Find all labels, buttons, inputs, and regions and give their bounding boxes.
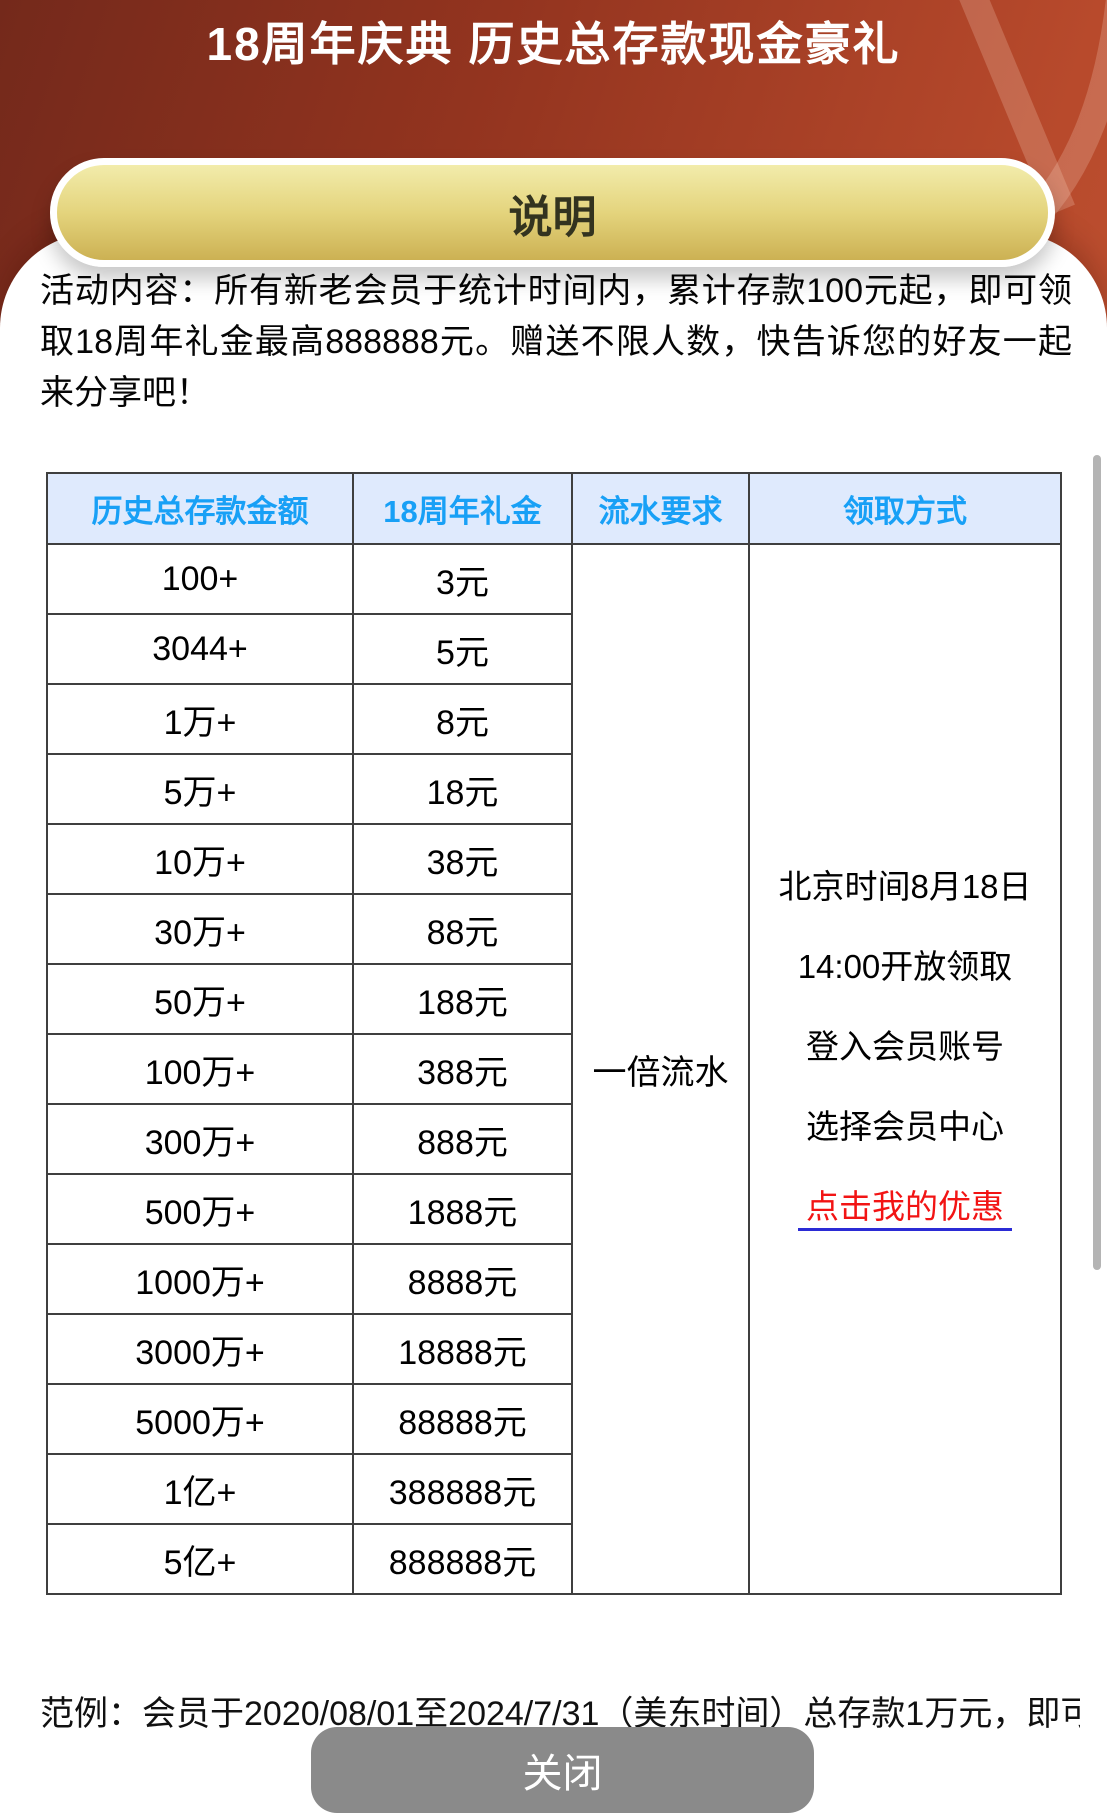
- column-header-1: 18周年礼金: [352, 472, 573, 545]
- column-header-0: 历史总存款金额: [46, 472, 354, 545]
- table-row: 3044+ 5元: [46, 613, 1061, 685]
- table-cell: 18元: [352, 753, 573, 825]
- column-header-3: 领取方式: [748, 472, 1062, 545]
- table-cell: 5亿+: [46, 1523, 354, 1595]
- table-row: 100+ 3元 一倍流水 北京时间8月18日 14:00开放领取 登入会员账号 选择会员中心…: [46, 543, 1062, 1595]
- table-row: 1000万+ 8888元: [46, 1243, 1061, 1315]
- table-cell: 5000万+: [46, 1383, 354, 1455]
- table-cell: 1万+: [46, 683, 354, 755]
- table-cell: 50万+: [46, 963, 354, 1035]
- deposit-table-body: 100+ 3元 一倍流水 北京时间8月18日 14:00开放领取 登入会员账号 选择会员中心…: [46, 543, 1062, 1595]
- table-row: 10万+ 38元: [46, 823, 1061, 895]
- table-cell: 18888元: [352, 1313, 573, 1385]
- page-title: 18周年庆典 历史总存款现金豪礼: [206, 18, 901, 70]
- table-cell: 8元: [352, 683, 573, 755]
- table-cell: 500万+: [46, 1173, 354, 1245]
- claim-method-line: 14:00开放领取: [797, 947, 1013, 985]
- activity-description: 活动内容：所有新老会员于统计时间内，累计存款100元起，即可领取18周年礼金最高…: [40, 272, 1072, 412]
- table-row: 1亿+ 388888元: [46, 1453, 1061, 1525]
- table-cell: 1888元: [352, 1173, 573, 1245]
- table-cell: 5万+: [46, 753, 354, 825]
- column-header-2: 流水要求: [571, 472, 750, 545]
- scrollbar-thumb[interactable]: [1093, 455, 1101, 1270]
- table-row: 3000万+ 18888元: [46, 1313, 1061, 1385]
- table-cell: 888888元: [352, 1523, 573, 1595]
- table-cell: 3元: [352, 543, 573, 615]
- deposit-bonus-table: 历史总存款金额 18周年礼金 流水要求 领取方式 100+ 3元 一倍流水 北京时间8月18…: [46, 472, 1062, 1595]
- table-cell: 5元: [352, 613, 573, 685]
- table-cell: 8888元: [352, 1243, 573, 1315]
- claim-method-line: 登入会员账号: [806, 1027, 1004, 1065]
- table-cell: 3044+: [46, 613, 354, 685]
- table-row: 30万+ 88元: [46, 893, 1061, 965]
- table-cell: 388元: [352, 1033, 573, 1105]
- example-note: 范例：会员于2020/08/01至2024/7/31（美东时间）总存款1万元，即…: [40, 1695, 1080, 1733]
- table-cell: 188元: [352, 963, 573, 1035]
- table-row: 5000万+ 88888元: [46, 1383, 1061, 1455]
- table-row: 300万+ 888元: [46, 1103, 1061, 1175]
- table-cell: 388888元: [352, 1453, 573, 1525]
- claim-method-line: 北京时间8月18日: [778, 867, 1032, 905]
- table-cell: 100万+: [46, 1033, 354, 1105]
- close-button-label: 关闭: [522, 1752, 603, 1796]
- table-cell: 30万+: [46, 893, 354, 965]
- table-cell: 10万+: [46, 823, 354, 895]
- table-header-row: 历史总存款金额 18周年礼金 流水要求 领取方式: [46, 472, 1062, 545]
- table-row: 100万+ 388元: [46, 1033, 1061, 1105]
- table-row: 500万+ 1888元: [46, 1173, 1061, 1245]
- explain-button[interactable]: 说明: [50, 158, 1055, 267]
- table-cell: 88元: [352, 893, 573, 965]
- table-cell: 88888元: [352, 1383, 573, 1455]
- claim-method-cell: 北京时间8月18日 14:00开放领取 登入会员账号 选择会员中心点击我的优惠: [748, 543, 1062, 1595]
- table-cell: 1亿+: [46, 1453, 354, 1525]
- close-button[interactable]: 关闭: [311, 1727, 814, 1813]
- table-row: 50万+ 188元: [46, 963, 1061, 1035]
- table-cell: 3000万+: [46, 1313, 354, 1385]
- table-row: 1万+ 8元: [46, 683, 1061, 755]
- claim-method-line: 选择会员中心: [806, 1107, 1004, 1145]
- table-cell: 38元: [352, 823, 573, 895]
- table-row: 5万+ 18元: [46, 753, 1061, 825]
- table-cell: 888元: [352, 1103, 573, 1175]
- table-cell: 300万+: [46, 1103, 354, 1175]
- explain-button-label: 说明: [508, 192, 597, 242]
- table-row: 5亿+ 888888元: [46, 1523, 1061, 1595]
- table-cell: 1000万+: [46, 1243, 354, 1315]
- table-cell: 100+: [46, 543, 354, 615]
- my-promotions-link[interactable]: 点击我的优惠: [798, 1180, 1012, 1231]
- turnover-requirement-cell: 一倍流水: [571, 543, 750, 1595]
